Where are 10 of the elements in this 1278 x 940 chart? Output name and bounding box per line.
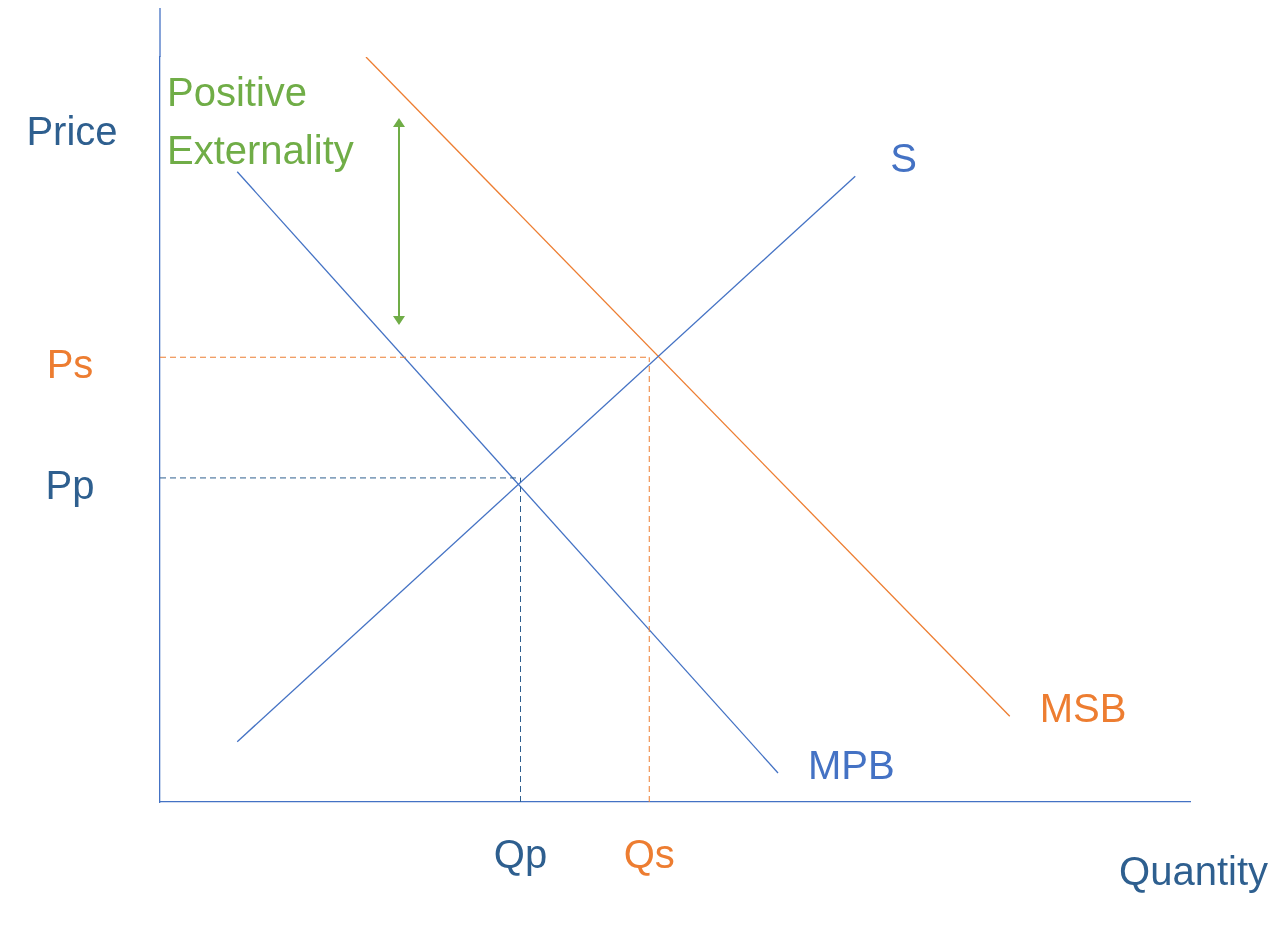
ref-line-label: Ps (46, 342, 94, 387)
series-label: MPB (808, 742, 895, 787)
series-label: MSB (1039, 686, 1127, 731)
x-axis-title: Quantity (1119, 849, 1268, 894)
ref-line-label: Pp (45, 462, 95, 507)
series-label: S (890, 136, 917, 181)
x-tick-label: Qs (623, 832, 675, 877)
x-tick-label: Qp (493, 832, 548, 877)
y-axis-title: Price (26, 109, 118, 154)
annotation: Positive Externality (167, 70, 354, 173)
